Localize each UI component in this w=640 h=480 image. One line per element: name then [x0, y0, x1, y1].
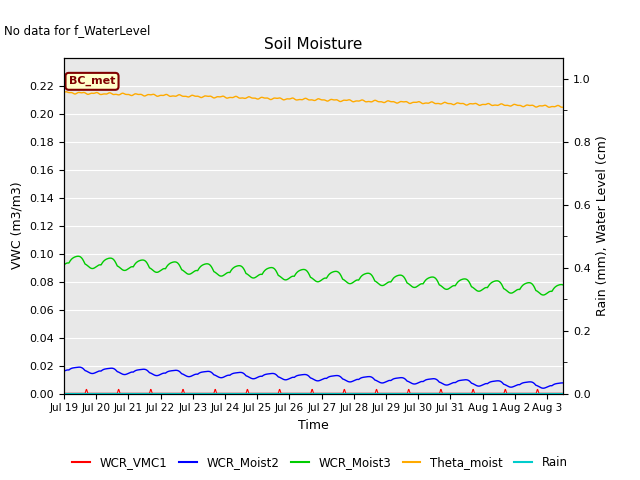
Y-axis label: Rain (mm), Water Level (cm): Rain (mm), Water Level (cm)	[596, 135, 609, 316]
Y-axis label: VWC (m3/m3): VWC (m3/m3)	[11, 182, 24, 269]
Legend: WCR_VMC1, WCR_Moist2, WCR_Moist3, Theta_moist, Rain: WCR_VMC1, WCR_Moist2, WCR_Moist3, Theta_…	[68, 452, 572, 474]
Text: BC_met: BC_met	[69, 76, 115, 86]
Text: No data for f_WaterLevel: No data for f_WaterLevel	[4, 24, 150, 37]
X-axis label: Time: Time	[298, 419, 329, 432]
Title: Soil Moisture: Soil Moisture	[264, 37, 363, 52]
